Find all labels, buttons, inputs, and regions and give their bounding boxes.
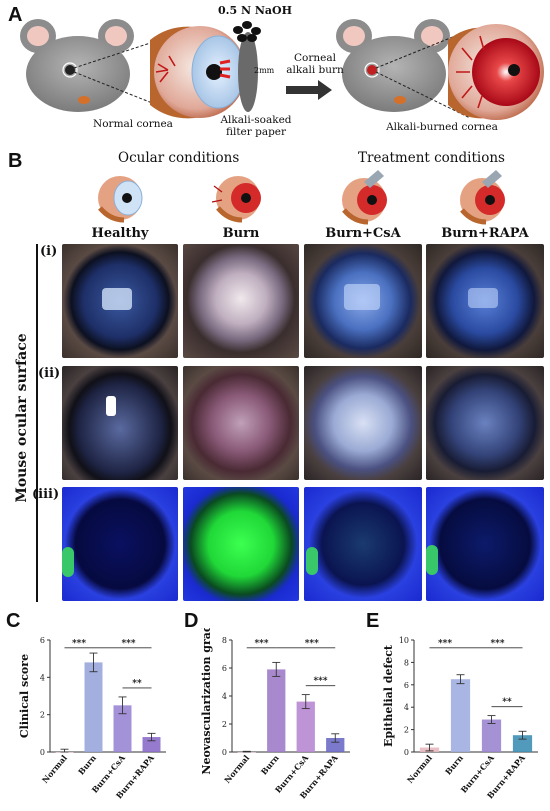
burned-mouse — [336, 19, 450, 112]
y-axis-label: Clinical score — [18, 654, 31, 738]
chart-c: 0 2 4 6 Clinical score Normal Burn Burn+CsA Burn… — [0, 628, 178, 807]
condition-icons — [98, 170, 505, 225]
significance-label: *** — [254, 639, 268, 649]
x-tick-label: Normal — [222, 753, 251, 785]
y-tick-label: 0 — [222, 748, 227, 757]
significance-label: ** — [132, 679, 142, 689]
naoh-label: 0.5 N NaOH — [218, 4, 293, 17]
filter-paper-label-2: filter paper — [225, 126, 287, 138]
burn-eye-icon — [211, 176, 261, 223]
photo-healthy-iii — [62, 487, 178, 601]
photo-csa-ii — [304, 366, 422, 480]
mouse-ocular-surface-label: Mouse ocular surface — [14, 333, 30, 503]
chart-e: 0 2 4 6 8 10 Epithelial defect Normal Burn Burn+C… — [362, 628, 550, 807]
bar-burn — [84, 662, 103, 752]
bar-burn — [450, 679, 471, 752]
significance-label: *** — [121, 639, 135, 649]
panel-a-illustration — [20, 19, 544, 120]
significance-label: ** — [502, 698, 512, 708]
row-label-iii: (iii) — [32, 487, 60, 502]
normal-mouse — [20, 19, 134, 112]
side-bracket — [36, 244, 38, 602]
bar-burn-csa — [113, 705, 132, 752]
bar-burn-rapa — [512, 735, 533, 752]
significance-label: *** — [490, 639, 504, 649]
bar-burn-rapa — [326, 738, 345, 752]
y-tick-label: 2 — [40, 711, 45, 720]
y-tick-label: 2 — [404, 726, 409, 735]
column-label-healthy: Healthy — [91, 226, 149, 241]
y-tick-label: 4 — [404, 703, 409, 712]
y-tick-label: 10 — [399, 636, 409, 645]
bar-burn-rapa — [142, 737, 161, 752]
row-label-ii: (ii) — [38, 366, 61, 381]
photo-burn-i — [183, 244, 299, 358]
bar-burn-csa — [481, 719, 502, 752]
y-tick-label: 6 — [40, 636, 45, 645]
significance-label: *** — [438, 639, 452, 649]
x-tick-label: Normal — [40, 753, 69, 785]
y-tick-label: 6 — [404, 681, 409, 690]
photo-csa-i — [304, 244, 422, 358]
column-label-rapa: Burn+RAPA — [441, 226, 529, 241]
photo-rapa-i — [426, 244, 544, 358]
y-axis-label: Neovascularization grade — [200, 628, 213, 775]
y-tick-label: 0 — [40, 748, 45, 757]
photo-healthy-i — [62, 244, 178, 358]
y-tick-label: 6 — [222, 664, 227, 673]
chart-d: 0 2 4 6 8 Neovascularization grade Normal Burn B… — [180, 617, 362, 807]
photo-rapa-ii — [426, 366, 544, 480]
y-tick-label: 0 — [404, 748, 409, 757]
ocular-conditions-title: Ocular conditions — [118, 150, 240, 166]
x-tick-label: Normal — [405, 753, 434, 785]
x-tick-label: Burn — [443, 753, 465, 777]
bar-burn — [267, 669, 286, 752]
rapa-eye-icon — [460, 170, 505, 225]
mm-label: 2mm — [254, 66, 275, 75]
filter-paper-label-1: Alkali-soaked — [220, 114, 292, 126]
column-label-burn: Burn — [222, 226, 260, 241]
significance-label: *** — [305, 639, 319, 649]
y-tick-label: 2 — [222, 720, 227, 729]
x-tick-label: Burn — [259, 753, 281, 777]
treatment-conditions-title: Treatment conditions — [358, 150, 505, 166]
photo-burn-ii — [183, 366, 299, 480]
bar-burn-csa — [296, 701, 315, 752]
panel-a-letter: A — [8, 4, 23, 26]
panel-b-letter: B — [8, 150, 23, 172]
photo-healthy-ii — [62, 366, 178, 480]
photo-rapa-iii — [426, 487, 544, 601]
healthy-eye-icon — [98, 176, 143, 223]
y-axis-label: Epithelial defect — [382, 644, 395, 747]
photo-csa-iii — [304, 487, 422, 601]
corneal-burn-label-2: alkali burn — [286, 64, 344, 76]
y-tick-label: 4 — [40, 673, 45, 682]
x-tick-label: Burn — [76, 753, 98, 777]
panel-d-letter: D — [184, 610, 199, 632]
significance-label: *** — [72, 639, 86, 649]
y-tick-label: 4 — [222, 692, 227, 701]
row-label-i: (i) — [40, 244, 58, 259]
y-tick-label: 8 — [222, 636, 227, 645]
panel-e-letter: E — [366, 610, 380, 632]
y-tick-label: 8 — [404, 658, 409, 667]
column-label-csa: Burn+CsA — [325, 226, 401, 241]
alkali-burned-cornea-label: Alkali-burned cornea — [386, 121, 498, 133]
panel-c-letter: C — [6, 610, 21, 632]
photo-burn-iii — [183, 487, 299, 601]
normal-cornea-label: Normal cornea — [93, 118, 173, 130]
corneal-burn-label-1: Corneal — [294, 52, 336, 64]
significance-label: *** — [313, 677, 327, 687]
csa-eye-icon — [342, 170, 387, 225]
